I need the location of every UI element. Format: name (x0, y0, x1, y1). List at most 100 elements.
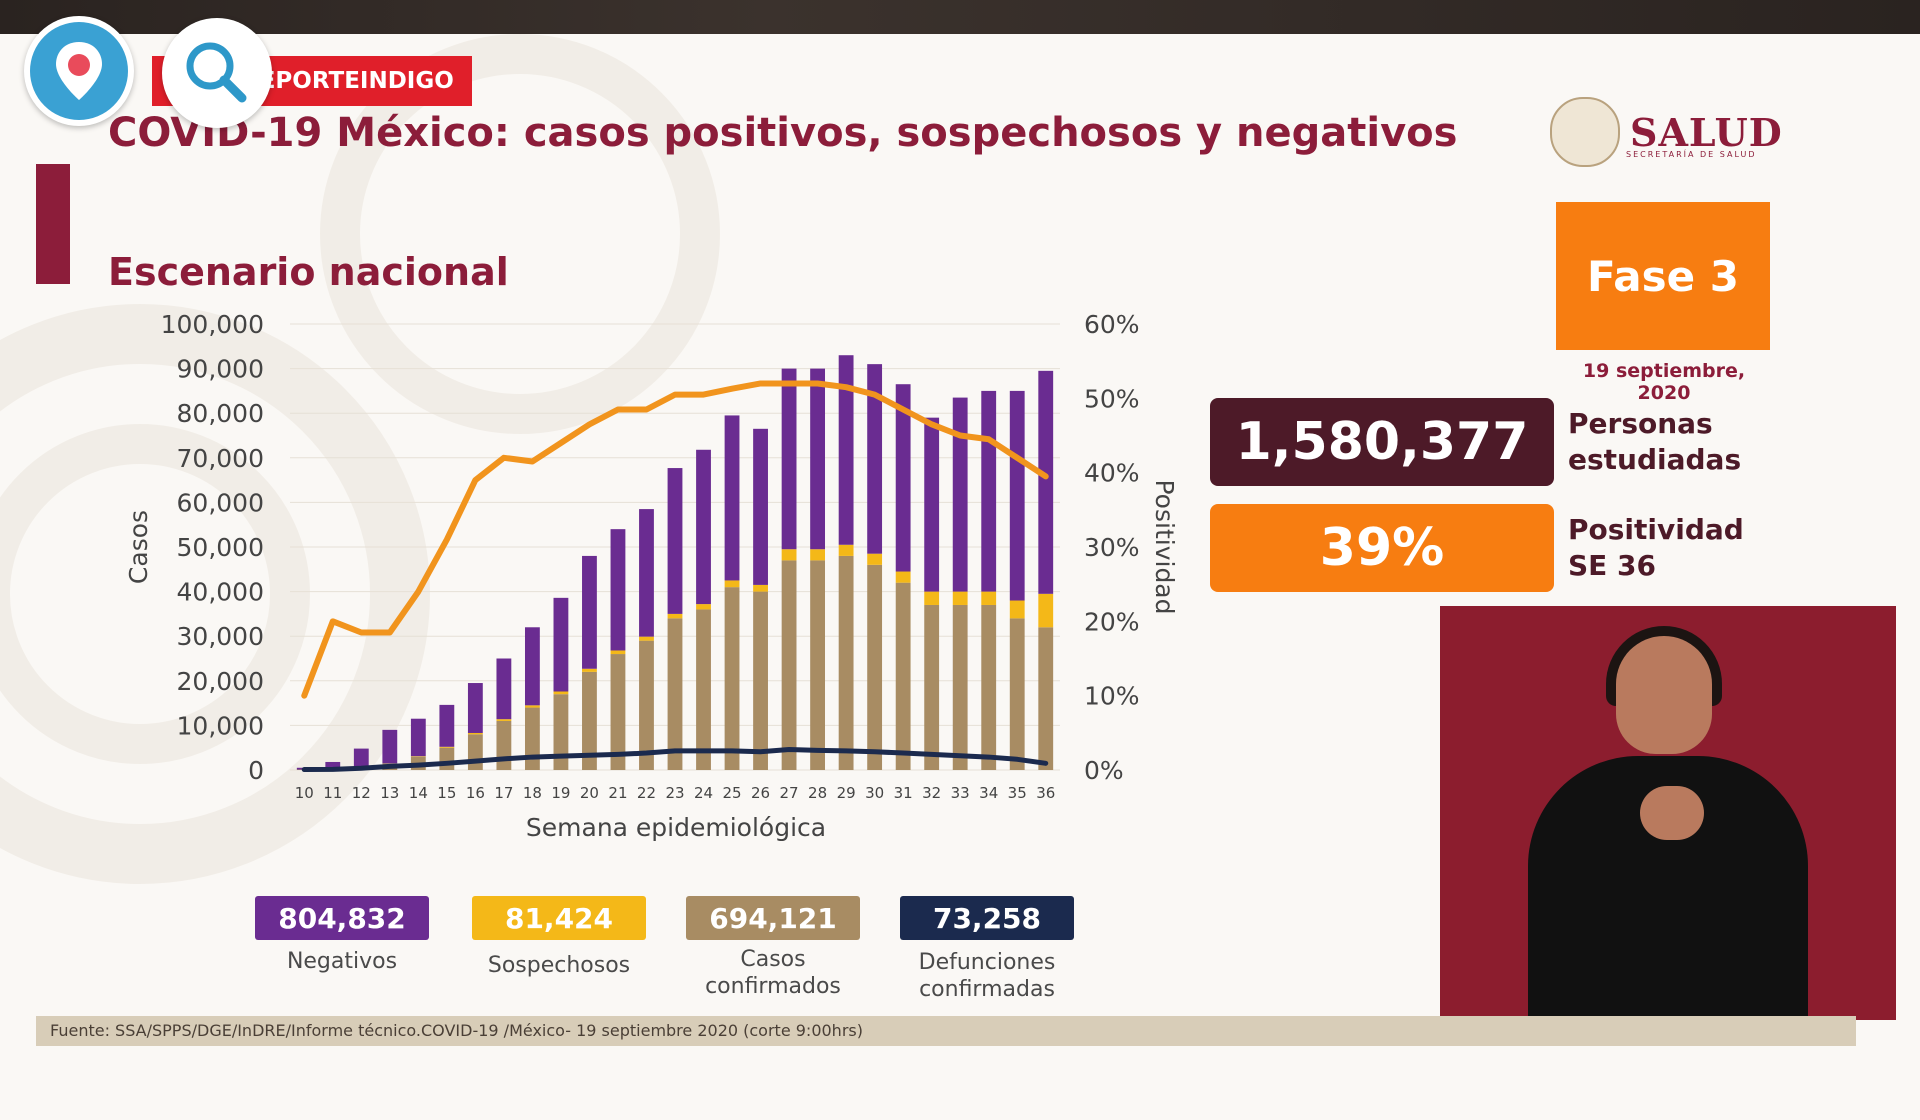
x-tick-label: 12 (352, 784, 371, 802)
presentation-slide: COVID-19 México: casos positivos, sospec… (0, 34, 1920, 1120)
y-tick-label: 0 (248, 756, 264, 785)
bar-sospechosos (981, 591, 997, 605)
x-tick-label: 23 (665, 784, 684, 802)
x-tick-label: 34 (979, 784, 998, 802)
x-tick-label: 14 (409, 784, 428, 802)
y-tick-label: 40,000 (177, 578, 264, 607)
bar-sospechosos (924, 591, 940, 605)
x-tick-label: 13 (380, 784, 399, 802)
bar-casos-confirmados (867, 564, 883, 770)
section-title: Escenario nacional (108, 250, 509, 294)
bar-sospechosos (952, 591, 968, 605)
legend-confirmados-label: Casos confirmados (705, 947, 841, 999)
periscope-button[interactable] (24, 16, 134, 126)
x-tick-label: 25 (722, 784, 741, 802)
accent-bar (36, 164, 70, 284)
x-tick-label: 15 (437, 784, 456, 802)
bar-sospechosos (639, 636, 654, 641)
bar-casos-confirmados (553, 694, 569, 770)
bar-sospechosos (496, 719, 512, 721)
y-tick-label: 20,000 (177, 667, 264, 696)
bar-negativos (353, 748, 369, 767)
bar-negativos (610, 529, 626, 651)
bar-casos-confirmados (895, 582, 911, 770)
bar-negativos (810, 368, 826, 550)
personas-estudiadas-label: Personas estudiadas (1568, 407, 1742, 476)
bar-negativos (582, 555, 597, 669)
bar-negativos (1009, 390, 1025, 601)
bar-negativos (724, 415, 740, 581)
y2-tick-label: 60% (1084, 310, 1140, 339)
salud-logo-subtitle: SECRETARÍA DE SALUD (1626, 150, 1757, 159)
bar-casos-confirmados (781, 560, 797, 770)
report-date: 19 septiembre, 2020 (1582, 360, 1746, 404)
bar-negativos (781, 368, 797, 550)
x-tick-label: 21 (608, 784, 627, 802)
bar-negativos (981, 390, 997, 592)
bar-negativos (867, 364, 883, 554)
x-tick-label: 31 (894, 784, 913, 802)
background-pattern (0, 34, 720, 884)
bar-negativos (696, 449, 711, 605)
y-tick-label: 100,000 (161, 310, 264, 339)
x-tick-label: 28 (808, 784, 827, 802)
line-defunciones (301, 746, 1049, 773)
bar-sospechosos (696, 604, 711, 610)
salud-logo: SALUD SECRETARÍA DE SALUD (1550, 92, 1783, 172)
bar-sospechosos (753, 584, 768, 592)
y-axis-label: Casos (124, 510, 153, 584)
x-tick-label: 19 (551, 784, 570, 802)
bar-negativos (325, 761, 341, 769)
x-tick-label: 32 (922, 784, 941, 802)
y-tick-label: 80,000 (177, 399, 264, 428)
bar-casos-confirmados (753, 591, 768, 770)
bar-sospechosos (781, 549, 797, 561)
bar-sospechosos (553, 691, 569, 695)
bar-casos-confirmados (467, 734, 483, 770)
y-tick-label: 10,000 (177, 711, 264, 740)
bar-casos-confirmados (1009, 618, 1025, 770)
slide-title: COVID-19 México: casos positivos, sospec… (108, 110, 1458, 156)
bar-sospechosos (810, 549, 826, 561)
legend-confirmados-value: 694,121 (686, 896, 860, 940)
bar-sospechosos (1038, 593, 1054, 628)
interpreter-hand (1640, 786, 1704, 840)
x-tick-label: 29 (837, 784, 856, 802)
x-tick-label: 24 (694, 784, 713, 802)
bar-sospechosos (838, 544, 854, 556)
bar-sospechosos (867, 553, 883, 565)
bar-casos-confirmados (582, 671, 597, 770)
bar-negativos (382, 729, 398, 764)
y2-tick-label: 30% (1084, 533, 1140, 562)
y2-tick-label: 10% (1084, 682, 1140, 711)
y-tick-label: 60,000 (177, 488, 264, 517)
bar-negativos (667, 468, 683, 614)
x-tick-label: 30 (865, 784, 884, 802)
bar-casos-confirmados (810, 560, 826, 770)
bar-sospechosos (1009, 600, 1025, 619)
x-tick-label: 22 (637, 784, 656, 802)
bar-negativos (838, 355, 854, 545)
bar-casos-confirmados (496, 720, 512, 770)
bar-casos-confirmados (639, 640, 654, 770)
footer-source: Fuente: SSA/SPPS/DGE/InDRE/Informe técni… (50, 1021, 863, 1040)
bar-negativos (439, 704, 455, 747)
x-axis-label: Semana epidemiológica (526, 813, 826, 842)
search-button[interactable] (162, 18, 272, 128)
personas-estudiadas-value: 1,580,377 (1210, 398, 1554, 486)
legend-defunciones-label: Defunciones confirmadas (918, 950, 1056, 1002)
positividad-label: Positividad SE 36 (1568, 513, 1744, 582)
y2-tick-label: 40% (1084, 459, 1140, 488)
x-tick-label: 11 (323, 784, 342, 802)
salud-logo-text: SALUD (1630, 109, 1783, 155)
cases-chart: 0 10,000 20,000 30,000 40,000 50,000 60,000 70,… (124, 310, 1179, 842)
legend-negativos-value: 804,832 (255, 896, 429, 940)
bar-negativos (496, 658, 512, 720)
bar-negativos (553, 597, 569, 692)
video-top-strip (0, 0, 1920, 34)
x-tick-label: 17 (494, 784, 513, 802)
interpreter-face (1616, 636, 1712, 754)
x-tick-label: 33 (951, 784, 970, 802)
bar-casos-confirmados (952, 604, 968, 770)
bar-sospechosos (667, 613, 683, 619)
